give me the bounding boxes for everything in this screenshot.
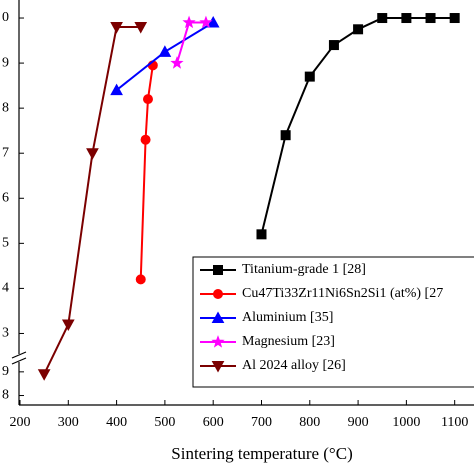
x-tick-label: 700 xyxy=(251,415,272,430)
y-tick-label: 9 xyxy=(2,55,9,70)
legend-label: Titanium-grade 1 [28] xyxy=(242,262,366,277)
data-point xyxy=(170,56,184,69)
data-point xyxy=(256,229,267,240)
series-line xyxy=(260,17,455,235)
legend-label: Aluminium [35] xyxy=(242,310,333,325)
x-tick-label: 200 xyxy=(10,415,31,430)
data-point xyxy=(110,83,123,96)
legend-label: Magnesium [23] xyxy=(242,334,335,349)
x-tick-label: 900 xyxy=(348,415,369,430)
x-tick-label: 400 xyxy=(106,415,127,430)
data-point xyxy=(199,15,213,29)
legend-label: Cu47Ti33Zr11Ni6Sn2Si1 (at%) [27 xyxy=(242,286,443,301)
x-tick-label: 600 xyxy=(203,415,224,430)
x-axis-label: Sintering temperature (°C) xyxy=(171,444,352,463)
data-point xyxy=(353,24,364,35)
data-point xyxy=(449,13,460,24)
series-line xyxy=(139,65,154,280)
y-tick-label: 7 xyxy=(2,145,9,160)
data-point xyxy=(158,45,172,57)
y-tick-label: 0 xyxy=(2,10,9,25)
y-tick-label: 9 xyxy=(2,364,9,379)
y-tick-label: 4 xyxy=(2,281,9,296)
legend-marker xyxy=(213,265,223,275)
data-point xyxy=(142,94,153,105)
y-tick-label: 3 xyxy=(2,326,9,341)
data-point xyxy=(135,274,146,285)
data-point xyxy=(425,13,436,24)
legend-marker xyxy=(211,311,225,323)
series-line xyxy=(43,26,141,375)
data-point xyxy=(377,13,388,24)
data-point xyxy=(110,22,123,34)
x-tick-label: 1100 xyxy=(441,415,468,430)
legend-marker xyxy=(211,335,225,348)
y-tick-label: 8 xyxy=(2,388,9,403)
data-point xyxy=(37,369,51,381)
x-tick-label: 800 xyxy=(299,415,320,430)
data-point xyxy=(140,134,151,145)
axis-break-gap xyxy=(12,354,26,362)
x-tick-label: 1000 xyxy=(392,415,420,430)
legend-marker xyxy=(211,361,225,373)
legend xyxy=(192,256,474,388)
legend-label: Al 2024 alloy [26] xyxy=(242,358,346,373)
data-point xyxy=(401,13,412,24)
axis-break xyxy=(11,357,27,365)
data-point xyxy=(328,40,339,51)
data-point xyxy=(61,319,75,331)
x-tick-label: 500 xyxy=(154,415,175,430)
data-point xyxy=(182,15,196,29)
y-tick-label: 5 xyxy=(2,236,9,251)
legend-marker xyxy=(213,289,223,299)
data-point xyxy=(134,22,148,34)
axis-break xyxy=(11,351,27,359)
y-tick-label: 8 xyxy=(2,100,9,115)
y-tick-label: 6 xyxy=(2,190,9,205)
data-point xyxy=(86,148,99,160)
data-point xyxy=(280,130,291,141)
data-point xyxy=(304,71,315,82)
x-tick-label: 300 xyxy=(58,415,79,430)
